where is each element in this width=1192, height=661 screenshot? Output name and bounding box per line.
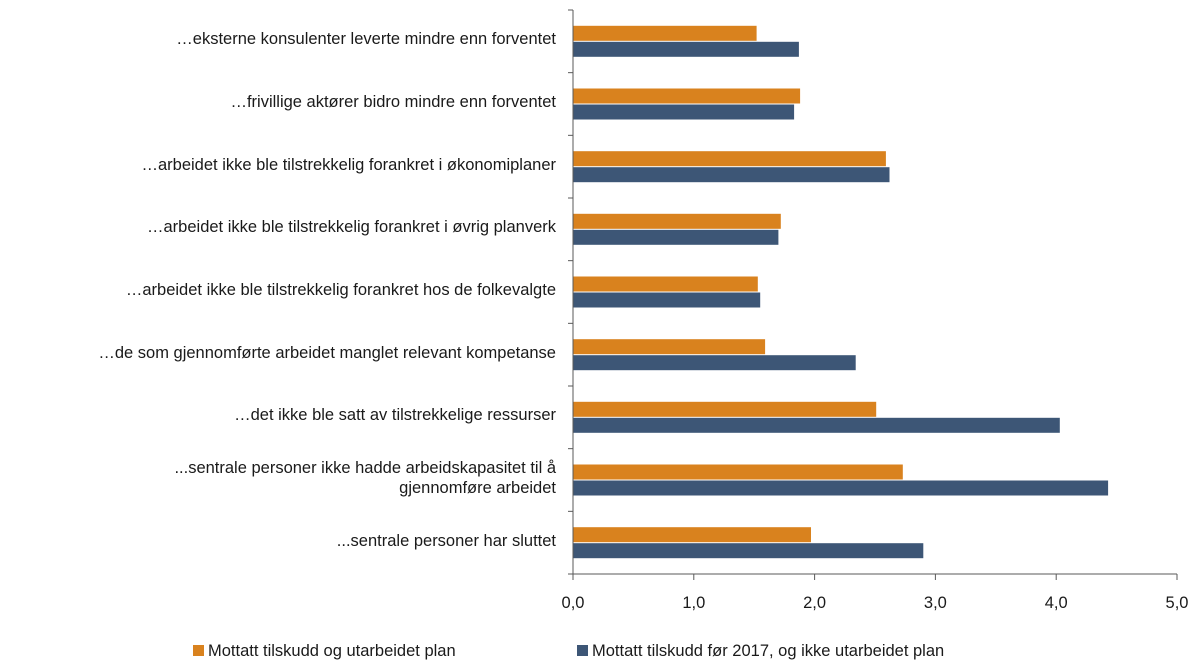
legend-label: Mottatt tilskudd og utarbeidet plan — [208, 642, 456, 660]
bar-no-plan-2 — [573, 104, 795, 120]
bar-plan-1 — [573, 25, 757, 41]
legend-item-plan: Mottatt tilskudd og utarbeidet plan — [193, 642, 456, 661]
bar-no-plan-6 — [573, 355, 856, 371]
bar-plan-9 — [573, 527, 811, 543]
legend-swatch — [193, 645, 204, 656]
bar-plan-6 — [573, 339, 766, 355]
category-label: …arbeidet ikke ble tilstrekkelig forankr… — [147, 218, 556, 237]
x-tick-label: 1,0 — [682, 594, 706, 612]
category-label: …arbeidet ikke ble tilstrekkelig forankr… — [141, 155, 556, 174]
category-label: …det ikke ble satt av tilstrekkelige res… — [234, 406, 556, 425]
bar-no-plan-9 — [573, 543, 924, 559]
bar-no-plan-3 — [573, 167, 890, 183]
bar-no-plan-5 — [573, 292, 761, 308]
bar-plan-2 — [573, 88, 801, 104]
bar-chart — [568, 9, 1178, 580]
bar-no-plan-4 — [573, 229, 779, 245]
category-label: …eksterne konsulenter leverte mindre enn… — [176, 30, 556, 49]
bar-plan-5 — [573, 276, 758, 292]
bar-no-plan-1 — [573, 41, 799, 57]
category-label: …arbeidet ikke ble tilstrekkelig forankr… — [125, 281, 556, 299]
bar-no-plan-7 — [573, 417, 1060, 433]
legend: Mottatt tilskudd og utarbeidet plan Motta… — [0, 640, 1192, 660]
legend-item-no-plan: Mottatt tilskudd før 2017, og ikke utarb… — [577, 642, 944, 661]
bar-plan-3 — [573, 151, 886, 167]
x-tick-label: 3,0 — [923, 594, 947, 612]
bar-plan-4 — [573, 213, 781, 229]
category-label: …de som gjennomførte arbeidet manglet re… — [98, 343, 556, 362]
x-tick-label: 0,0 — [561, 594, 585, 612]
bar-no-plan-8 — [573, 480, 1109, 496]
bar-plan-8 — [573, 464, 903, 480]
legend-label: Mottatt tilskudd før 2017, og ikke utarb… — [592, 642, 945, 660]
x-tick-label: 5,0 — [1165, 594, 1189, 612]
category-label: ...sentrale personer ikke hadde arbeidsk… — [174, 459, 556, 497]
category-label: …frivillige aktører bidro mindre enn for… — [230, 93, 556, 111]
bar-plan-7 — [573, 401, 877, 417]
x-tick-label: 2,0 — [803, 594, 827, 612]
legend-swatch — [577, 645, 588, 656]
x-tick-label: 4,0 — [1044, 594, 1068, 612]
category-label: ...sentrale personer har sluttet — [336, 531, 556, 550]
